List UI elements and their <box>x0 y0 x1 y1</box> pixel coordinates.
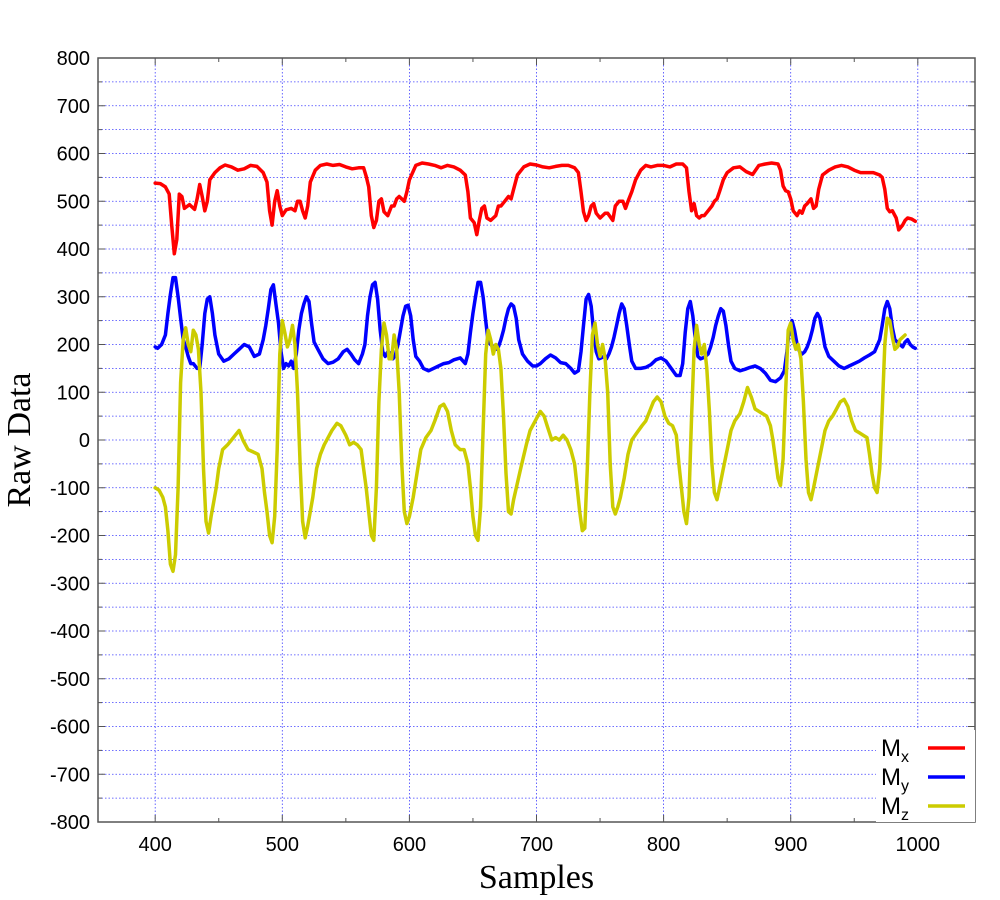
y-tick-label: -200 <box>50 526 90 548</box>
y-tick-label: 800 <box>57 48 90 70</box>
y-tick-label: 0 <box>79 430 90 452</box>
y-tick-label: 200 <box>57 335 90 357</box>
y-tick-label: 500 <box>57 191 90 213</box>
y-tick-label: 300 <box>57 287 90 309</box>
x-tick-label: 700 <box>520 834 553 856</box>
series-line-mx <box>153 161 918 256</box>
y-tick-label: 100 <box>57 382 90 404</box>
y-tick-label: 700 <box>57 96 90 118</box>
y-tick-label: -800 <box>50 812 90 834</box>
legend-label: My <box>881 764 909 795</box>
x-axis-title: Samples <box>479 859 594 896</box>
legend-label: Mz <box>881 793 909 824</box>
y-axis-title: Raw Data <box>1 372 38 507</box>
x-tick-label: 500 <box>266 834 299 856</box>
x-tick-label: 400 <box>139 834 172 856</box>
x-tick-label: 600 <box>393 834 426 856</box>
axis-ticks <box>98 57 975 823</box>
y-tick-label: -600 <box>50 717 90 739</box>
y-tick-label: -400 <box>50 621 90 643</box>
x-tick-label: 900 <box>774 834 807 856</box>
y-tick-label: -300 <box>50 573 90 595</box>
y-tick-label: 400 <box>57 239 90 261</box>
legend-label: Mx <box>881 735 909 766</box>
y-tick-label: -100 <box>50 478 90 500</box>
y-tick-label: -700 <box>50 764 90 786</box>
series-line-mz <box>153 316 907 574</box>
tick-labels: -800 -700 -600 -500 -400 -300 -200 -100 0 100 200 3… <box>50 48 940 856</box>
x-tick-label: 800 <box>647 834 680 856</box>
y-tick-label: 600 <box>57 144 90 166</box>
x-tick-label: 1000 <box>896 834 941 856</box>
y-tick-label: -500 <box>50 669 90 691</box>
series-lines <box>153 161 918 574</box>
